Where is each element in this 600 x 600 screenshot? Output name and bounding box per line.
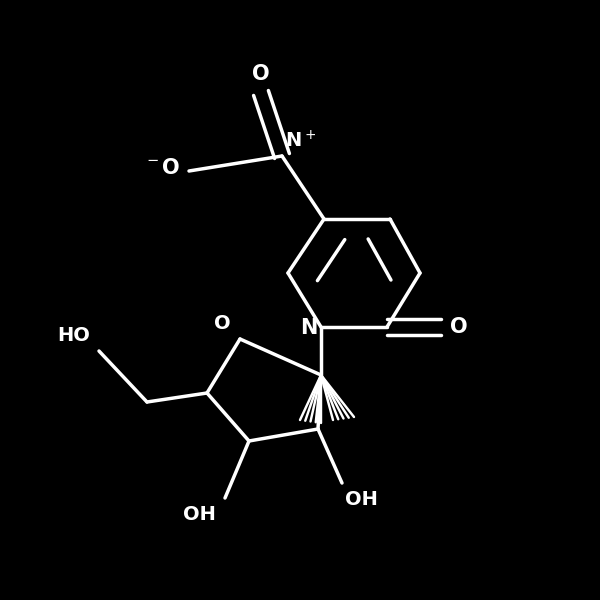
Text: O: O [252,64,270,84]
Text: O: O [214,314,231,333]
Text: OH: OH [345,490,378,509]
Text: $^-$O: $^-$O [143,158,180,178]
Text: HO: HO [57,326,90,345]
Text: O: O [450,317,467,337]
Text: OH: OH [183,505,216,524]
Text: N$^+$: N$^+$ [285,130,316,151]
Text: N: N [301,318,318,338]
